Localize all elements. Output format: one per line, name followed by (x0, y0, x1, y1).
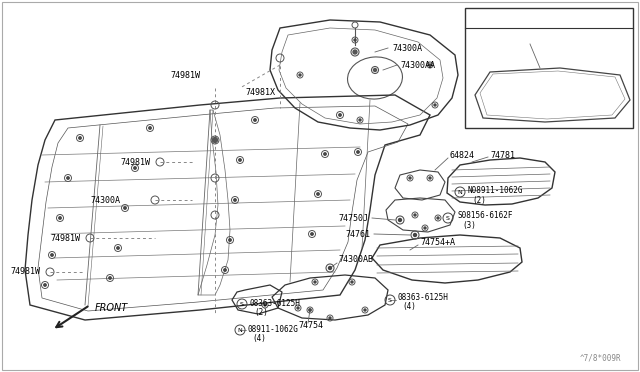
Circle shape (116, 247, 119, 249)
Text: S: S (388, 298, 392, 302)
Circle shape (357, 151, 359, 153)
Circle shape (328, 266, 332, 269)
Circle shape (353, 50, 357, 54)
Text: INSULATOR FUSIBLE: INSULATOR FUSIBLE (497, 15, 603, 25)
Text: 74981X: 74981X (245, 87, 275, 96)
Text: S: S (240, 301, 244, 307)
Text: 74882R: 74882R (530, 35, 563, 45)
Circle shape (414, 214, 416, 216)
Circle shape (359, 119, 361, 121)
Text: ^7/8*009R: ^7/8*009R (580, 353, 621, 362)
Circle shape (299, 74, 301, 76)
Circle shape (239, 159, 241, 161)
Text: 08363-6125H: 08363-6125H (398, 294, 449, 302)
Text: N08911-1062G: N08911-1062G (468, 186, 524, 195)
Circle shape (399, 218, 401, 221)
FancyBboxPatch shape (465, 8, 633, 128)
Circle shape (429, 177, 431, 179)
Circle shape (424, 227, 426, 229)
Circle shape (311, 233, 313, 235)
Text: 74300AA: 74300AA (400, 61, 435, 70)
Text: 08363-6125H: 08363-6125H (250, 298, 301, 308)
Circle shape (44, 284, 46, 286)
Circle shape (309, 309, 311, 311)
Circle shape (317, 193, 319, 195)
Text: 64824: 64824 (450, 151, 475, 160)
Circle shape (134, 167, 136, 169)
Text: 08911-1062G: 08911-1062G (248, 324, 299, 334)
Circle shape (351, 281, 353, 283)
Text: 74981W: 74981W (10, 267, 40, 276)
Circle shape (79, 137, 81, 139)
Text: 74300A: 74300A (392, 44, 422, 52)
Circle shape (413, 234, 417, 237)
Text: 74300A: 74300A (90, 196, 120, 205)
Circle shape (254, 119, 256, 121)
Text: 74981W: 74981W (50, 234, 80, 243)
Circle shape (374, 68, 376, 71)
Circle shape (297, 307, 299, 309)
Text: 74750J: 74750J (338, 214, 368, 222)
Circle shape (364, 309, 366, 311)
Circle shape (234, 199, 236, 201)
Text: N: N (237, 327, 243, 333)
Text: 74754: 74754 (298, 321, 323, 330)
Text: FRONT: FRONT (95, 303, 128, 313)
Circle shape (67, 177, 69, 179)
Circle shape (324, 153, 326, 155)
Text: (3): (3) (462, 221, 476, 230)
Text: (4): (4) (252, 334, 266, 343)
Circle shape (59, 217, 61, 219)
Circle shape (329, 317, 331, 319)
Circle shape (224, 269, 226, 271)
Text: S: S (446, 215, 450, 221)
Text: 74761: 74761 (345, 230, 370, 238)
Circle shape (124, 207, 126, 209)
Circle shape (149, 127, 151, 129)
Text: 74981W: 74981W (120, 157, 150, 167)
Circle shape (429, 64, 431, 66)
Text: S08156-6162F: S08156-6162F (458, 211, 513, 219)
Circle shape (109, 277, 111, 279)
Text: (2): (2) (254, 308, 268, 317)
Text: (2): (2) (472, 196, 486, 205)
Circle shape (354, 39, 356, 41)
Circle shape (229, 239, 231, 241)
Circle shape (339, 114, 341, 116)
Circle shape (212, 138, 218, 142)
Circle shape (51, 254, 53, 256)
Circle shape (314, 281, 316, 283)
Text: 74781: 74781 (490, 151, 515, 160)
Text: N: N (458, 189, 462, 195)
Text: 74300AB: 74300AB (338, 256, 373, 264)
Circle shape (264, 304, 266, 306)
Text: (4): (4) (402, 302, 416, 311)
Circle shape (409, 177, 411, 179)
Circle shape (437, 217, 439, 219)
Text: 74981W: 74981W (170, 71, 200, 80)
Circle shape (434, 104, 436, 106)
Text: 74754+A: 74754+A (420, 237, 455, 247)
